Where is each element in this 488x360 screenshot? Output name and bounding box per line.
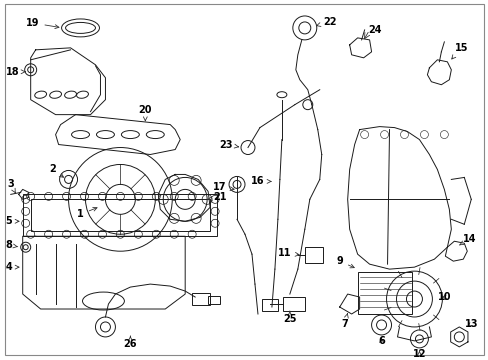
- Text: 8: 8: [5, 240, 18, 250]
- Text: 7: 7: [341, 314, 347, 329]
- Text: 24: 24: [367, 25, 381, 35]
- Text: 23: 23: [219, 140, 238, 149]
- Text: 3: 3: [7, 179, 15, 193]
- Text: 17: 17: [213, 183, 234, 192]
- Text: 16: 16: [251, 176, 270, 186]
- Text: 6: 6: [377, 336, 384, 346]
- Bar: [262, 299, 277, 311]
- Text: 12: 12: [412, 349, 426, 359]
- Bar: [304, 247, 322, 263]
- Text: 15: 15: [451, 43, 467, 59]
- Text: 20: 20: [138, 105, 152, 121]
- Text: 9: 9: [336, 256, 353, 268]
- Text: 11: 11: [278, 248, 299, 258]
- Bar: [22, 194, 217, 236]
- Text: 18: 18: [6, 67, 25, 77]
- Text: 10: 10: [437, 292, 450, 302]
- Text: 21: 21: [207, 192, 226, 202]
- Text: 25: 25: [283, 311, 296, 324]
- Text: 1: 1: [77, 207, 97, 219]
- Bar: [208, 296, 220, 304]
- Text: 19: 19: [26, 18, 59, 28]
- Text: 14: 14: [459, 234, 475, 245]
- Text: 26: 26: [123, 336, 137, 349]
- Bar: [282, 297, 304, 311]
- Text: 5: 5: [5, 216, 19, 226]
- Text: 4: 4: [5, 262, 19, 272]
- Bar: [31, 199, 210, 231]
- Text: 13: 13: [464, 319, 477, 329]
- Bar: [357, 272, 411, 314]
- Bar: [192, 293, 210, 305]
- Text: 22: 22: [316, 17, 336, 27]
- Text: 2: 2: [49, 165, 63, 177]
